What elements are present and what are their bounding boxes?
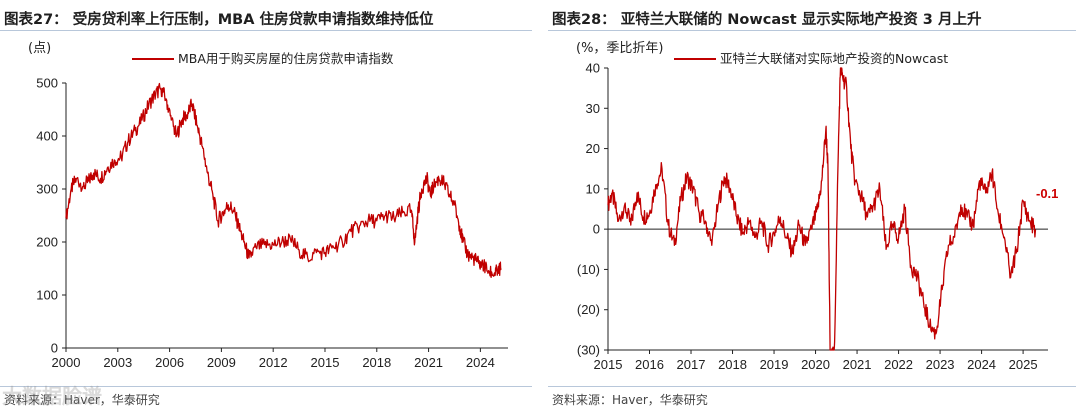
x-tick-label: 2024 (466, 355, 495, 370)
y-tick-label: 200 (36, 235, 58, 250)
x-tick-label: 2012 (259, 355, 288, 370)
y-tick-label: (10) (577, 262, 600, 277)
x-tick-label: 2023 (926, 357, 955, 372)
left-chart-title: 图表27： 受房贷利率上行压制，MBA 住房贷款申请指数维持低位 (4, 12, 434, 28)
x-tick-label: 2025 (1009, 357, 1038, 372)
y-tick-label: 40 (586, 61, 600, 76)
left-chart-panel: 图表27： 受房贷利率上行压制，MBA 住房贷款申请指数维持低位 0 100 200… (0, 12, 532, 408)
x-tick-label: 2021 (843, 357, 872, 372)
y-tick-label: 0 (51, 341, 58, 356)
x-tick-label: 2021 (414, 355, 443, 370)
x-tick-label: 2019 (760, 357, 789, 372)
left-source-rule (0, 386, 532, 387)
x-tick-label: 2017 (677, 357, 706, 372)
right-source-rule (548, 386, 1076, 387)
y-tick-label: 500 (36, 76, 58, 91)
y-tick-label: 20 (586, 141, 600, 156)
right-source-note: 资料来源：Haver，华泰研究 (552, 393, 708, 407)
legend-label: 亚特兰大联储对实际地产投资的Nowcast (720, 51, 948, 66)
x-tick-label: 2018 (362, 355, 391, 370)
unit-label: (%，季比折年) (576, 41, 664, 56)
right-title-rule (548, 30, 1076, 31)
left-title-rule (0, 30, 532, 31)
x-tick-label: 2000 (52, 355, 81, 370)
y-tick-label: 10 (586, 181, 600, 196)
series-line (65, 82, 502, 279)
watermark: 大数据脸谱 (2, 384, 102, 408)
x-tick-label: 2015 (311, 355, 340, 370)
y-tick-label: 300 (36, 182, 58, 197)
y-tick-label: 30 (586, 101, 600, 116)
right-chart-title: 图表28： 亚特兰大联储的 Nowcast 显示实际地产投资 3 月上升 (552, 12, 982, 28)
unit-label: (点) (28, 41, 51, 56)
x-tick-label: 2020 (801, 357, 830, 372)
left-chart-svg: 0 100 200 300 400 500 2000 2003 2006 2009 2012 2015… (28, 41, 508, 370)
x-tick-label: 2016 (635, 357, 664, 372)
x-tick-label: 2022 (884, 357, 913, 372)
y-tick-label: 100 (36, 288, 58, 303)
series-line (607, 67, 1037, 351)
y-tick-label: (30) (577, 343, 600, 358)
legend-label: MBA用于购买房屋的住房贷款申请指数 (178, 51, 394, 66)
x-tick-label: 2006 (155, 355, 184, 370)
y-tick-label: 0 (593, 222, 600, 237)
x-tick-label: 2009 (207, 355, 236, 370)
x-tick-label: 2018 (718, 357, 747, 372)
x-tick-label: 2015 (594, 357, 623, 372)
right-chart-svg: 40 30 20 10 0 (10) (20) (30)2015 2016 2017 2018 201… (576, 41, 1058, 372)
y-tick-label: 400 (36, 129, 58, 144)
left-source-note: 资料来源：Haver，华泰研究 (4, 393, 160, 407)
x-tick-label: 2024 (967, 357, 996, 372)
end-value-annotation: -0.1 (1036, 186, 1058, 201)
right-chart-panel: 图表28： 亚特兰大联储的 Nowcast 显示实际地产投资 3 月上升 40 3… (548, 0, 1080, 415)
x-tick-label: 2003 (103, 355, 132, 370)
y-tick-label: (20) (577, 302, 600, 317)
